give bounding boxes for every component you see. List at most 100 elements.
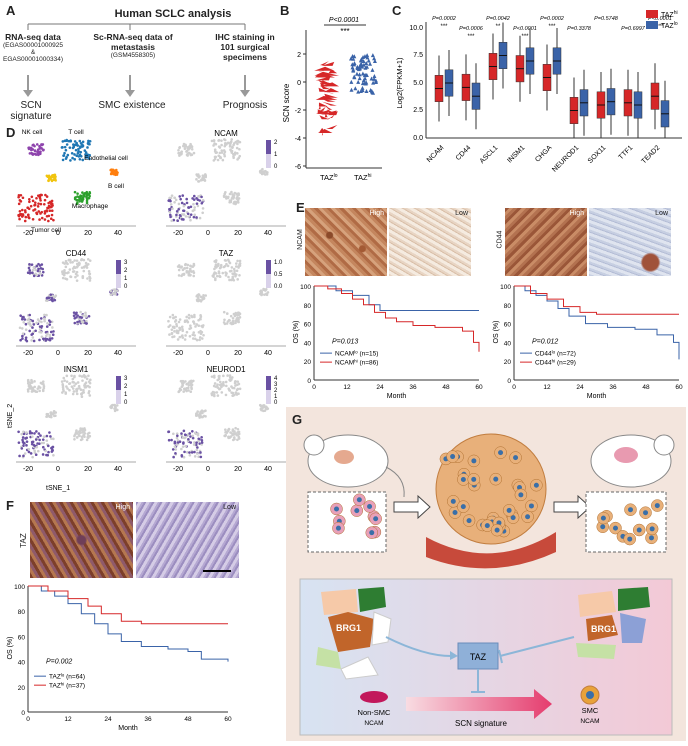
tsne-point bbox=[217, 139, 220, 142]
tsne-point bbox=[28, 313, 32, 317]
tsne-point bbox=[182, 455, 186, 459]
tsne-point bbox=[191, 436, 195, 440]
tsne-point bbox=[41, 143, 45, 146]
km-legend-label: CD44lo (n=72) bbox=[535, 350, 576, 358]
tsne-point bbox=[216, 394, 220, 397]
tsne-point bbox=[76, 199, 79, 202]
tsne-point bbox=[238, 147, 241, 151]
tsne-point bbox=[29, 385, 33, 388]
tsne-scale-label: 1 bbox=[274, 152, 278, 158]
tsne-point bbox=[218, 387, 222, 390]
km-ytick: 0 bbox=[307, 378, 311, 385]
panel-b-point bbox=[321, 80, 332, 85]
tsne-point bbox=[167, 438, 171, 442]
tsne-point bbox=[263, 293, 266, 296]
panel-c-ytick: 10.0 bbox=[409, 25, 423, 32]
tsne-point bbox=[176, 441, 180, 444]
tsne-cluster-label: NK cell bbox=[22, 129, 43, 136]
tsne-point bbox=[226, 374, 229, 377]
tsne-point bbox=[50, 205, 53, 209]
tsne-point bbox=[210, 139, 214, 143]
tsne-point bbox=[189, 324, 192, 327]
tsne-point bbox=[204, 409, 207, 413]
tsne-point bbox=[71, 260, 74, 264]
tsne-point bbox=[88, 279, 92, 282]
tsne-point bbox=[45, 174, 49, 178]
tsne-point bbox=[26, 390, 30, 393]
tsne-point bbox=[86, 156, 90, 159]
tsne-scale-label: 1 bbox=[124, 276, 128, 282]
tsne-point bbox=[50, 320, 54, 324]
tsne-point bbox=[196, 299, 200, 302]
tsne-point bbox=[264, 288, 268, 292]
tsne-point bbox=[18, 198, 22, 202]
panel-b-point bbox=[371, 90, 376, 95]
tsne-point bbox=[48, 431, 51, 434]
panel-b-point bbox=[368, 88, 373, 93]
panel-b-group-hi: TAZhi bbox=[354, 173, 372, 182]
tsne-point bbox=[86, 257, 90, 261]
tsne-point bbox=[39, 266, 43, 270]
tsne-point bbox=[223, 150, 227, 154]
tsne-point bbox=[232, 312, 236, 316]
tsne-point bbox=[83, 149, 87, 152]
tsne-point bbox=[41, 453, 45, 456]
tsne-point bbox=[47, 174, 51, 178]
tsne-point bbox=[69, 275, 73, 279]
tsne-point bbox=[45, 415, 48, 418]
panel-b-point bbox=[321, 101, 337, 106]
scn-signature-arrow bbox=[406, 689, 552, 719]
panel-b-point bbox=[315, 95, 338, 100]
tsne-point bbox=[181, 445, 185, 448]
tsne-point bbox=[42, 435, 46, 438]
tsne-point bbox=[75, 259, 79, 262]
tsne-point bbox=[78, 157, 82, 161]
tsne-point bbox=[46, 322, 49, 325]
tsne-point bbox=[77, 150, 80, 153]
tsne-point bbox=[78, 153, 82, 157]
tsne-point bbox=[82, 265, 86, 269]
tsne-map-title: NCAM bbox=[214, 129, 238, 138]
panel-c-gene-label: CD44 bbox=[455, 144, 473, 162]
tsne-point bbox=[189, 205, 193, 209]
tsne-point bbox=[85, 319, 88, 323]
tsne-point bbox=[40, 335, 44, 339]
tsne-point bbox=[213, 376, 216, 379]
tsne-point bbox=[220, 391, 224, 394]
tsne-point bbox=[30, 440, 34, 444]
tsne-point bbox=[225, 312, 229, 315]
tsne-point bbox=[170, 194, 174, 197]
tsne-point bbox=[230, 432, 234, 435]
tsne-point bbox=[200, 436, 203, 439]
tsne-point bbox=[18, 217, 21, 221]
tsne-point bbox=[27, 383, 31, 387]
tsne-point bbox=[213, 155, 217, 159]
tsne-point bbox=[65, 143, 69, 146]
tsne-point bbox=[38, 330, 41, 334]
tsne-point bbox=[188, 380, 191, 383]
panel-b-point bbox=[361, 58, 366, 63]
tsne-point bbox=[72, 390, 76, 393]
tsne-point bbox=[234, 311, 238, 315]
panel-b-point bbox=[325, 105, 333, 110]
tsne-point bbox=[31, 268, 35, 272]
tsne-point bbox=[192, 264, 196, 267]
tsne-point bbox=[210, 392, 214, 395]
tsne-point bbox=[40, 441, 44, 445]
tsne-point bbox=[21, 208, 24, 212]
tsne-point bbox=[32, 274, 36, 278]
tsne-point bbox=[84, 156, 88, 159]
tsne-point bbox=[75, 154, 79, 158]
tsne-point bbox=[232, 142, 236, 145]
tsne-point bbox=[225, 262, 228, 266]
tsne-point bbox=[24, 336, 28, 339]
tsne-point bbox=[37, 432, 41, 435]
tsne-point bbox=[236, 433, 240, 437]
tsne-point bbox=[236, 152, 239, 155]
panel-b-point bbox=[321, 131, 324, 136]
panel-c-gene-label: CHGA bbox=[534, 144, 553, 163]
tsne-point bbox=[233, 201, 236, 205]
panel-c-pvalue: P=0.0002 bbox=[540, 16, 564, 22]
tsne-point bbox=[186, 147, 190, 151]
